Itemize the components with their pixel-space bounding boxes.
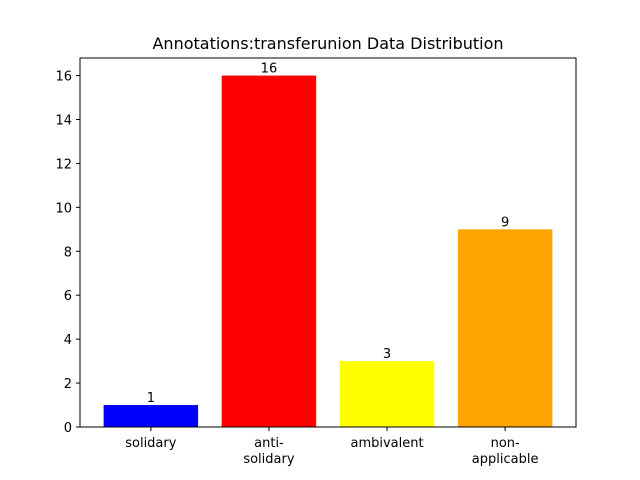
data-labels-group: 1 16 3 9 — [147, 62, 510, 406]
y-tick-label: 10 — [55, 201, 72, 216]
y-axis: 0 2 4 6 8 10 12 14 16 — [55, 70, 80, 436]
x-tick-label: non-applicable — [472, 436, 539, 467]
x-tick-label: solidary — [125, 436, 177, 451]
bar — [103, 405, 199, 427]
y-tick-label: 14 — [55, 114, 72, 129]
data-label: 1 — [147, 391, 155, 406]
x-tick-label: anti-solidary — [243, 436, 295, 467]
y-tick-label: 4 — [64, 333, 72, 348]
y-tick-label: 6 — [64, 289, 72, 304]
bar — [457, 229, 553, 427]
plot-frame — [79, 57, 577, 428]
x-tick-label: ambivalent — [350, 436, 423, 451]
bar — [221, 75, 317, 428]
y-tick-label: 0 — [64, 421, 72, 436]
data-label: 16 — [261, 62, 278, 77]
y-tick-label: 2 — [64, 377, 72, 392]
y-tick-label: 12 — [55, 157, 72, 172]
x-axis: solidary anti-solidary ambivalent non-appli… — [125, 427, 538, 467]
data-label: 9 — [501, 215, 509, 230]
bar — [339, 361, 435, 427]
chart-title: Annotations:transferunion Data Distribut… — [152, 34, 503, 53]
y-tick-label: 16 — [55, 70, 72, 85]
bars-group — [103, 75, 553, 428]
y-tick-label: 8 — [64, 245, 72, 260]
data-label: 3 — [383, 347, 391, 362]
